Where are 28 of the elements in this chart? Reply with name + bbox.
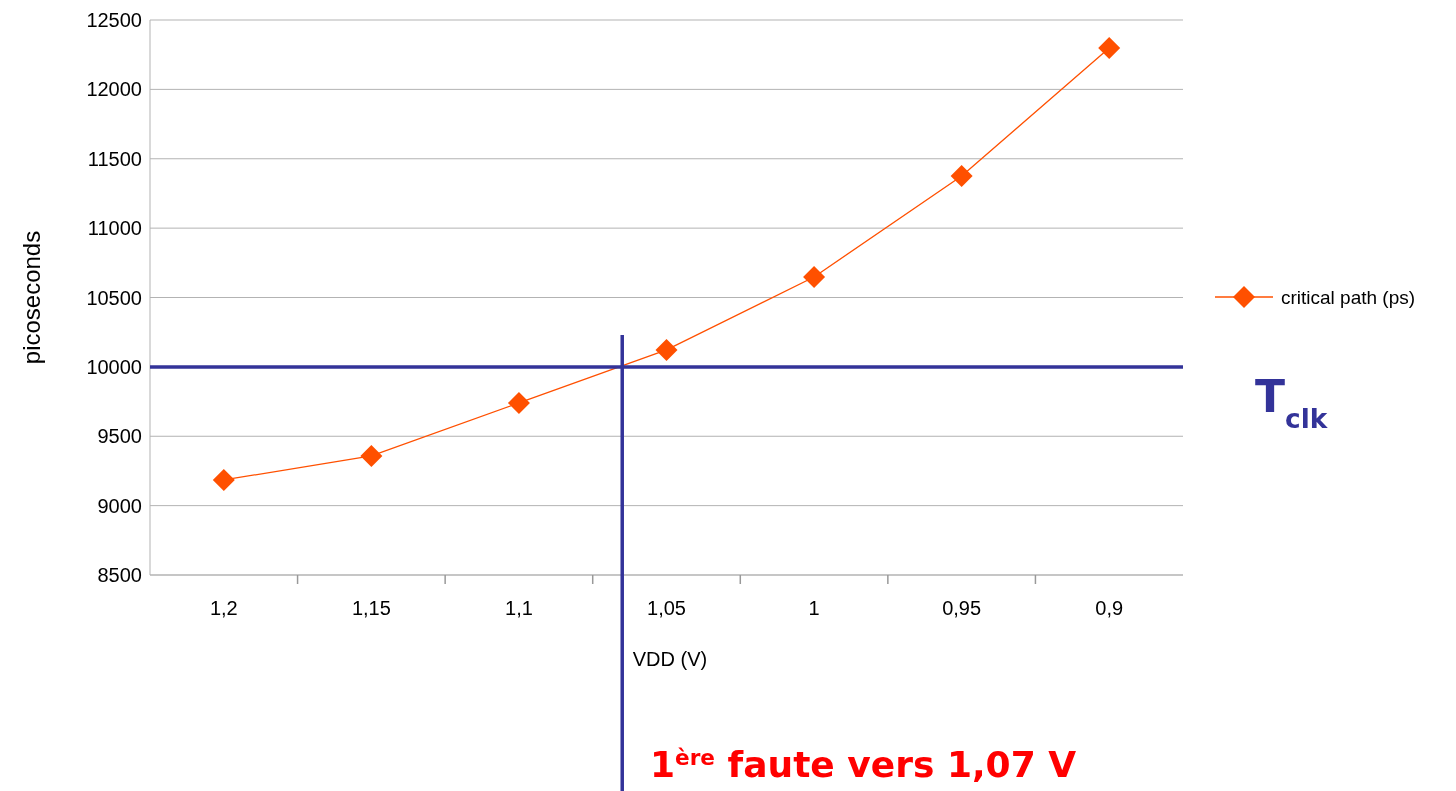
- x-tick-label: 1,1: [505, 597, 533, 619]
- y-tick-label: 9500: [97, 425, 142, 448]
- point: [1098, 37, 1121, 60]
- point: [360, 444, 383, 467]
- ref-line-label: T$_{clk}$: [1255, 370, 1329, 434]
- x-axis-title: VDD (V): [632, 648, 708, 670]
- y-axis-title: picoseconds: [18, 230, 45, 365]
- x-tick-label: 0,95: [942, 597, 982, 619]
- legend-label: critical path (ps): [1281, 287, 1416, 308]
- y-tick-label: 10500: [86, 286, 142, 309]
- x-tick-label: 1,15: [351, 597, 391, 619]
- x-tick-label: 1,05: [647, 597, 686, 619]
- y-tick-label: 9000: [97, 494, 142, 517]
- point: [803, 265, 826, 288]
- y-tick-label: 8500: [97, 564, 142, 586]
- x-tick-label: 0,9: [1095, 597, 1124, 619]
- point: [507, 391, 530, 414]
- point: [655, 338, 678, 361]
- y-tick-label: 11500: [87, 147, 142, 170]
- y-tick-label: 12000: [86, 78, 142, 101]
- x-tick-label: 1: [808, 597, 820, 619]
- point: [950, 164, 973, 187]
- y-tick-label: 11000: [87, 217, 142, 240]
- point: [212, 468, 235, 491]
- text: 1$^{ère}$ faute vers 1,07 V: [650, 744, 1077, 785]
- y-tick-label: 10000: [86, 355, 142, 378]
- y-tick-label: 12500: [86, 9, 142, 31]
- x-tick-label: 1,2: [209, 597, 238, 619]
